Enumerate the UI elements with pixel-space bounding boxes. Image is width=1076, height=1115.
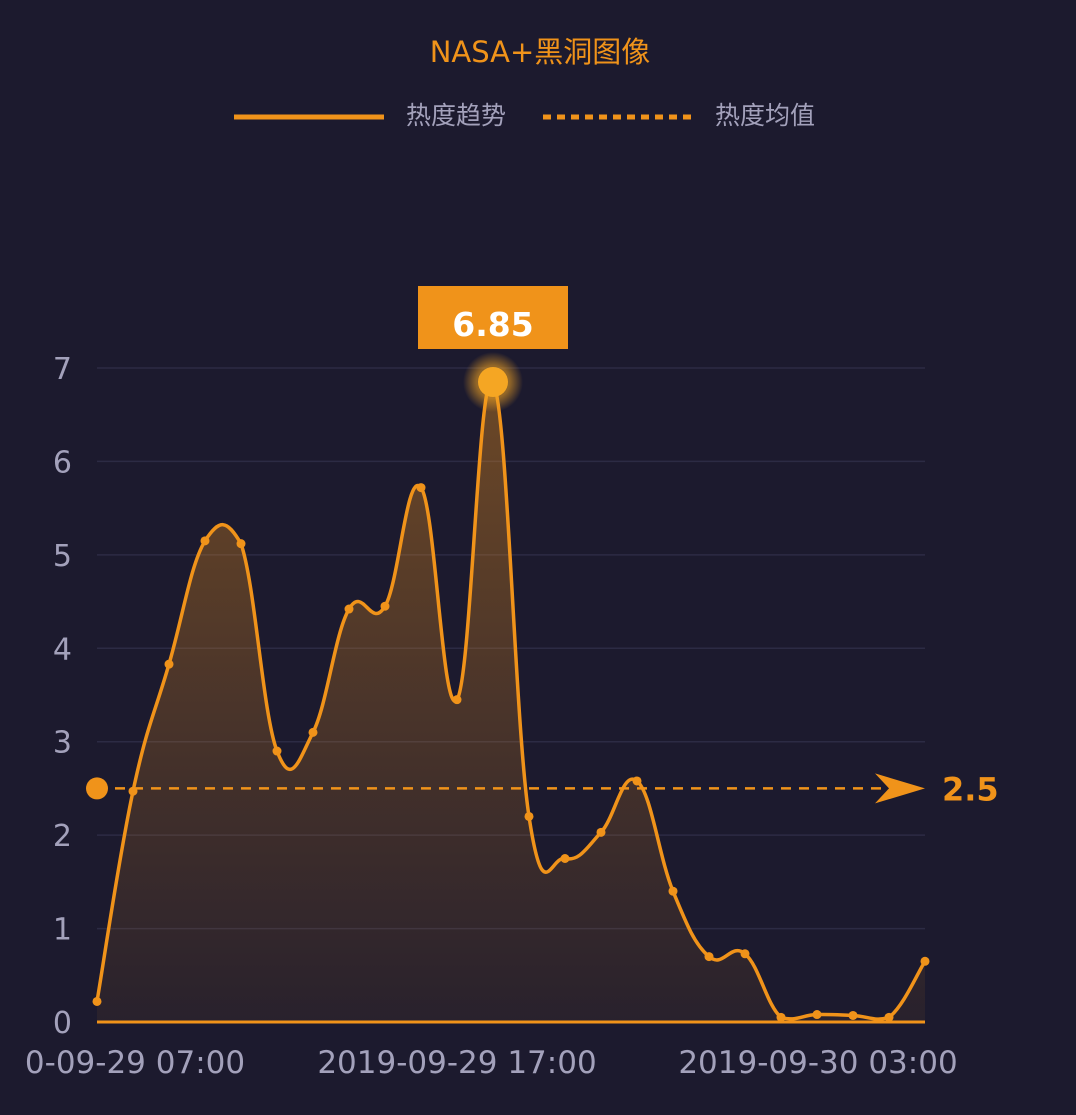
mean-line-arrow-icon xyxy=(875,773,925,804)
data-point[interactable] xyxy=(164,659,174,669)
peak-value-label: 6.85 xyxy=(452,305,533,344)
legend-label-mean: 热度均值 xyxy=(715,101,815,130)
y-tick-label: 2 xyxy=(53,819,72,854)
x-tick-label: 0-09-29 07:00 xyxy=(25,1045,245,1081)
y-tick-label: 7 xyxy=(53,352,72,387)
data-point[interactable] xyxy=(740,949,750,959)
y-tick-label: 6 xyxy=(53,445,72,480)
data-point[interactable] xyxy=(596,827,606,837)
data-point[interactable] xyxy=(524,811,534,821)
data-point[interactable] xyxy=(704,952,714,962)
y-tick-label: 3 xyxy=(53,726,72,761)
y-tick-label: 5 xyxy=(53,539,72,574)
area-layer xyxy=(97,380,925,1022)
legend: 热度趋势 热度均值 xyxy=(234,101,815,130)
chart-title: NASA+黑洞图像 xyxy=(430,35,651,69)
data-point[interactable] xyxy=(920,956,930,966)
data-point[interactable] xyxy=(344,604,354,614)
mean-line-layer: 2.5 xyxy=(86,770,999,808)
data-point[interactable] xyxy=(632,776,642,786)
x-tick-label: 2019-09-30 03:00 xyxy=(678,1045,957,1081)
area-fill xyxy=(97,380,925,1022)
data-point[interactable] xyxy=(812,1010,822,1020)
y-tick-label: 1 xyxy=(53,913,72,948)
data-point[interactable] xyxy=(776,1012,786,1022)
data-point[interactable] xyxy=(848,1010,858,1020)
data-point[interactable] xyxy=(200,536,210,546)
points-layer xyxy=(92,377,930,1022)
peak-label-box xyxy=(418,286,568,349)
x-tick-label: 2019-09-29 17:00 xyxy=(317,1045,596,1081)
mean-line-start-dot xyxy=(86,777,108,800)
data-point[interactable] xyxy=(380,601,390,611)
x-axis: 0-09-29 07:00 2019-09-29 17:00 2019-09-30 … xyxy=(25,1020,958,1081)
data-point[interactable] xyxy=(560,854,570,863)
mean-value-label: 2.5 xyxy=(942,770,999,808)
legend-item-trend[interactable]: 热度趋势 xyxy=(234,101,506,130)
y-tick-label: 0 xyxy=(53,1006,72,1041)
y-axis: 0 1 2 3 4 5 6 7 xyxy=(53,352,72,1041)
data-point[interactable] xyxy=(308,727,318,737)
legend-item-mean[interactable]: 热度均值 xyxy=(543,101,815,130)
data-point[interactable] xyxy=(128,786,138,796)
data-point[interactable] xyxy=(668,886,678,896)
data-point[interactable] xyxy=(452,695,462,705)
legend-label-trend: 热度趋势 xyxy=(406,101,506,130)
data-point[interactable] xyxy=(416,483,426,493)
data-point[interactable] xyxy=(92,996,102,1006)
peak-layer: 6.85 xyxy=(418,286,568,413)
data-point[interactable] xyxy=(272,746,282,756)
data-point[interactable] xyxy=(884,1012,894,1022)
peak-marker[interactable] xyxy=(478,367,508,398)
y-tick-label: 4 xyxy=(53,632,72,667)
data-point[interactable] xyxy=(236,539,246,549)
